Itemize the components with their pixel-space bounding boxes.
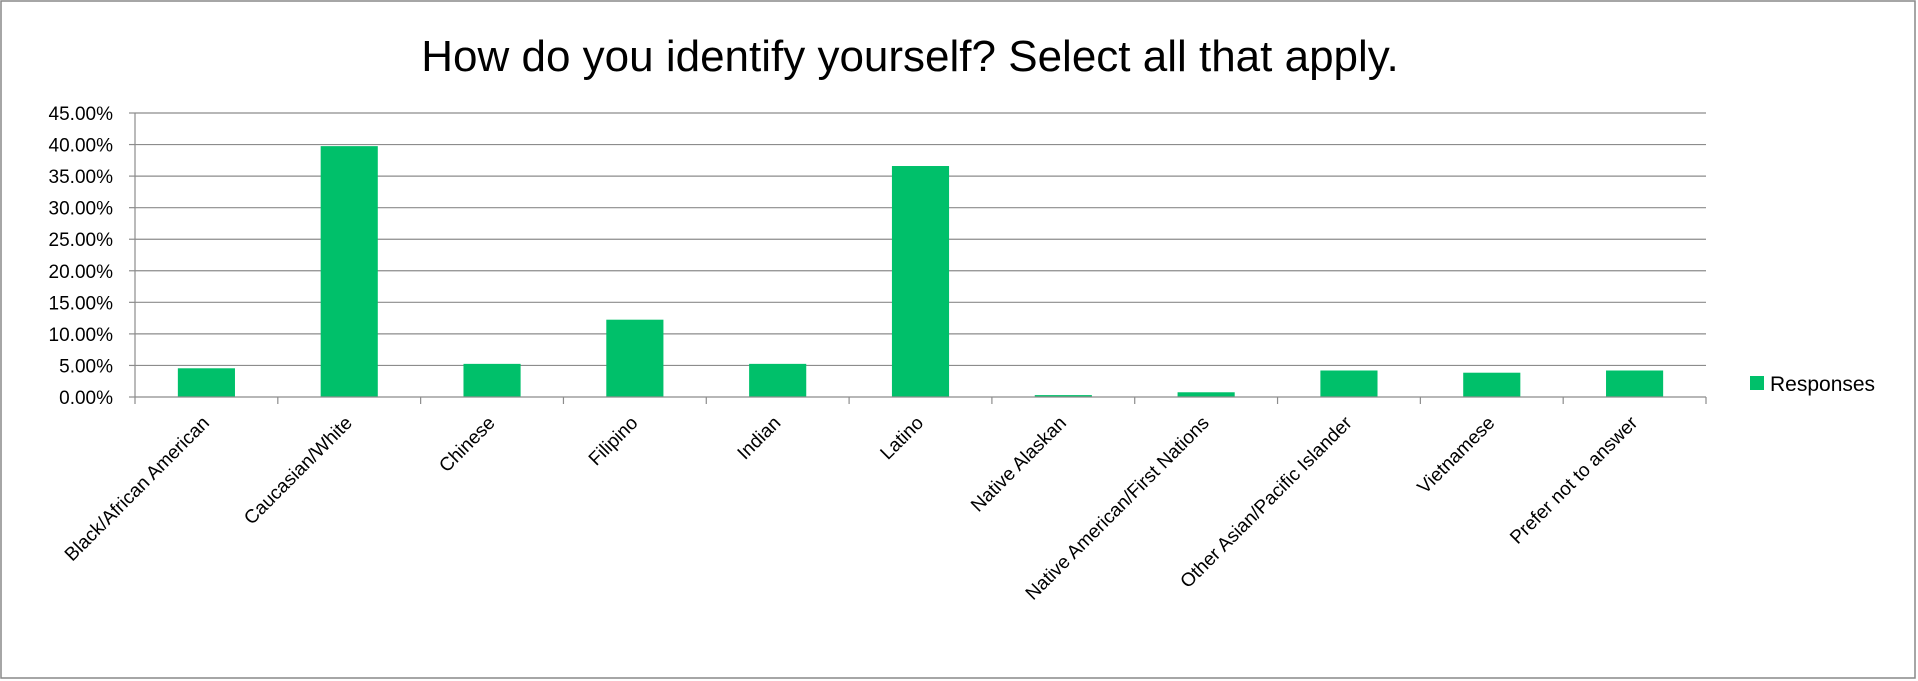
bar xyxy=(463,363,521,397)
bar xyxy=(1320,370,1378,397)
bar xyxy=(891,166,950,397)
y-tick-label: 10.00% xyxy=(49,325,114,346)
y-axis-tick-labels: 0.00% 5.00% 10.00% 15.00% 20.00% 25.00% 30.00%… xyxy=(49,104,114,409)
legend: Responses xyxy=(1750,373,1875,396)
legend-label-responses: Responses xyxy=(1770,373,1875,396)
bar xyxy=(1177,392,1235,397)
y-tick-label: 25.00% xyxy=(49,230,114,251)
y-tick-label: 35.00% xyxy=(49,167,114,188)
y-tick-label: 45.00% xyxy=(49,104,114,125)
bar xyxy=(606,319,664,397)
y-tick-label: 0.00% xyxy=(59,388,113,409)
bars xyxy=(177,146,1664,397)
y-tick-label: 20.00% xyxy=(49,262,114,283)
y-tick-label: 40.00% xyxy=(49,136,114,157)
bar xyxy=(177,368,235,397)
y-tick-label: 5.00% xyxy=(59,356,113,377)
axes xyxy=(129,112,1707,404)
bar xyxy=(320,146,378,397)
y-tick-label: 15.00% xyxy=(49,293,114,314)
bar xyxy=(1034,395,1092,397)
chart-title: How do you identify yourself? Select all… xyxy=(421,32,1399,81)
y-tick-label: 30.00% xyxy=(49,199,114,220)
legend-swatch-responses xyxy=(1750,376,1764,390)
bar xyxy=(1463,372,1521,397)
bar xyxy=(1606,370,1664,397)
bar xyxy=(749,363,807,397)
